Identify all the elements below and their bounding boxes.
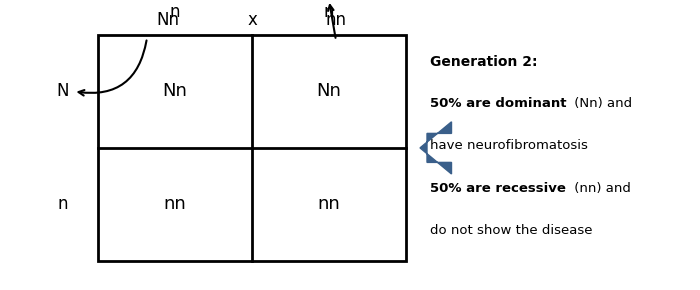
Text: nn: nn — [326, 11, 346, 29]
Text: Nn: Nn — [316, 82, 342, 100]
Text: 50% are recessive: 50% are recessive — [430, 182, 566, 195]
Text: N: N — [57, 82, 69, 100]
Text: n: n — [323, 3, 335, 21]
Text: Nn: Nn — [157, 11, 179, 29]
Text: x: x — [247, 11, 257, 29]
Text: nn: nn — [318, 195, 340, 213]
Text: (Nn) and: (Nn) and — [570, 97, 633, 110]
Text: do not show the disease: do not show the disease — [430, 224, 593, 237]
Text: n: n — [57, 195, 69, 213]
Text: 50% are dominant: 50% are dominant — [430, 97, 567, 110]
Text: have neurofibromatosis: have neurofibromatosis — [430, 139, 589, 153]
Text: (nn) and: (nn) and — [570, 182, 631, 195]
Text: nn: nn — [164, 195, 186, 213]
Text: Generation 2:: Generation 2: — [430, 55, 538, 69]
FancyArrow shape — [420, 122, 452, 174]
Text: n: n — [169, 3, 181, 21]
Text: Nn: Nn — [162, 82, 188, 100]
Bar — [98, 35, 406, 261]
